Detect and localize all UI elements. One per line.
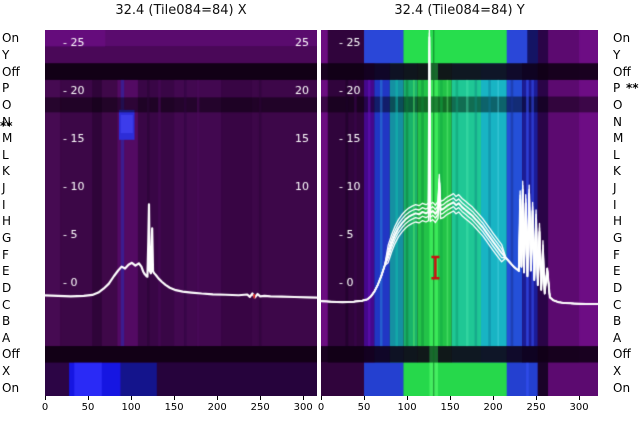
panel-x-title: 32.4 (Tile084=84) X: [115, 3, 247, 18]
row-label-right-1-y: Y: [613, 47, 621, 62]
row-label-left-2-off: Off: [2, 64, 20, 79]
x-tick-label: 100: [397, 402, 417, 413]
row-label-left-20-x: X: [2, 364, 11, 379]
heatmap-canvas-x: [45, 30, 317, 396]
x-tick-label: 150: [164, 402, 184, 413]
row-label-left-17-b: B: [2, 314, 11, 329]
row-label-left-16-c: C: [2, 297, 11, 312]
row-label-right-17-b: B: [613, 314, 622, 329]
row-label-right-3-p: P: [613, 81, 621, 96]
x-tick-label: 50: [81, 402, 95, 413]
row-label-left-12-g: G: [2, 230, 12, 245]
row-label-left-7-l: L: [2, 147, 9, 162]
x-tick-mark: [217, 396, 219, 400]
row-label-right-8-k: K: [613, 164, 621, 179]
row-label-left-5-n: N: [2, 114, 11, 129]
row-labels-left: On Y Off P O N M L K J I H G F E D C B A Off X On: [2, 30, 30, 396]
x-tick-label: 300: [293, 402, 313, 413]
x-tick-mark: [321, 396, 322, 400]
x-tick-mark: [131, 396, 133, 400]
row-label-right-12-g: G: [613, 230, 623, 245]
panel-y-title: 32.4 (Tile084=84) Y: [394, 3, 525, 18]
x-tick-label: 0: [317, 402, 325, 413]
row-label-right-4-o: O: [613, 97, 623, 112]
x-tick-mark: [174, 396, 176, 400]
x-tick-mark: [303, 396, 305, 400]
row-label-left-6-m: M: [2, 131, 13, 146]
row-label-right-16-c: C: [613, 297, 622, 312]
row-label-left-0-on: On: [2, 31, 20, 46]
row-label-left-13-f: F: [2, 247, 9, 262]
row-label-left-21-on: On: [2, 380, 20, 395]
row-label-right-0-on: On: [613, 31, 631, 46]
row-label-right-15-d: D: [613, 280, 623, 295]
row-label-right-19-off: Off: [613, 347, 631, 362]
row-label-right-13-f: F: [613, 247, 620, 262]
x-tick-label: 250: [250, 402, 270, 413]
row-label-right-20-x: X: [613, 364, 622, 379]
row-label-left-1-y: Y: [2, 47, 10, 62]
x-tick-label: 200: [207, 402, 227, 413]
row-label-right-5-n: N: [613, 114, 622, 129]
row-label-right-21-on: On: [613, 380, 631, 395]
row-label-right-10-i: I: [613, 197, 617, 212]
x-tick-mark: [88, 396, 90, 400]
row-label-left-11-h: H: [2, 214, 12, 229]
row-label-right-11-h: H: [613, 214, 623, 229]
row-label-left-14-e: E: [2, 264, 10, 279]
row-label-left-19-off: Off: [2, 347, 20, 362]
x-tick-label: 50: [357, 402, 371, 413]
x-axis-left: 0 50 100 150 200 250 300: [42, 396, 317, 418]
x-tick-mark: [364, 396, 365, 400]
row-label-left-10-i: I: [2, 197, 6, 212]
x-tick-mark: [450, 396, 452, 400]
x-tick-mark: [493, 396, 495, 400]
x-tick-label: 0: [41, 402, 49, 413]
row-label-left-4-o: O: [2, 97, 12, 112]
row-label-right-14-e: E: [613, 264, 621, 279]
row-label-right-6-m: M: [613, 131, 624, 146]
x-tick-label: 300: [569, 402, 589, 413]
x-tick-label: 150: [440, 402, 460, 413]
x-tick-mark: [407, 396, 409, 400]
x-tick-label: 100: [121, 402, 141, 413]
row-label-left-3-p: P: [2, 81, 10, 96]
x-tick-label: 250: [526, 402, 546, 413]
x-tick-label: 200: [483, 402, 503, 413]
x-tick-mark: [579, 396, 581, 400]
row-marker-left-asterisks: **: [0, 118, 13, 133]
row-label-right-7-l: L: [613, 147, 620, 162]
row-label-left-9-j: J: [2, 181, 6, 196]
x-tick-mark: [536, 396, 538, 400]
x-axis-right: 0 50 100 150 200 250 300: [318, 396, 598, 418]
row-labels-right: On Y Off P O N M L K J I H G F E D C B A Off X On: [613, 30, 640, 396]
x-tick-mark: [45, 396, 46, 400]
heatmap-canvas-y: [321, 30, 598, 396]
row-label-left-15-d: D: [2, 280, 12, 295]
row-marker-right-asterisks: **: [626, 81, 639, 96]
row-label-left-18-a: A: [2, 330, 11, 345]
row-label-right-18-a: A: [613, 330, 622, 345]
row-label-right-9-j: J: [613, 181, 617, 196]
x-tick-mark: [260, 396, 262, 400]
row-label-right-2-off: Off: [613, 64, 631, 79]
row-label-left-8-k: K: [2, 164, 10, 179]
